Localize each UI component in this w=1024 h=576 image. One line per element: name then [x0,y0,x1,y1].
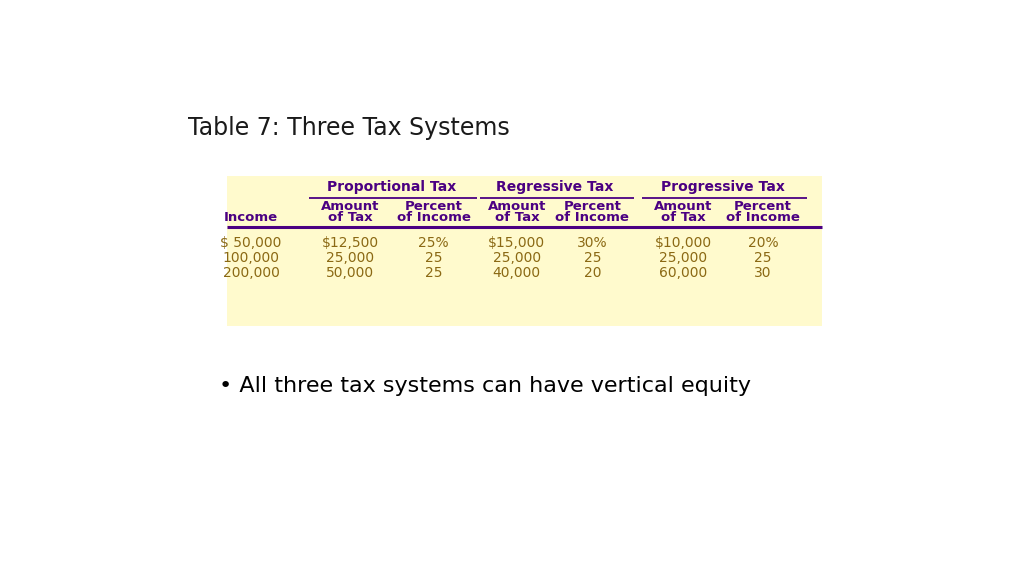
Text: 25,000: 25,000 [493,251,541,265]
Text: 20: 20 [584,266,601,280]
Text: of Income: of Income [396,211,470,224]
Text: 25: 25 [425,266,442,280]
Text: of Income: of Income [555,211,629,224]
Text: 25%: 25% [418,236,449,251]
Text: 25,000: 25,000 [327,251,374,265]
Text: 25,000: 25,000 [659,251,708,265]
Text: Table 7: Three Tax Systems: Table 7: Three Tax Systems [187,116,509,140]
Text: 25: 25 [754,251,772,265]
Text: $12,500: $12,500 [322,236,379,251]
Text: Percent: Percent [404,200,463,213]
Text: • All three tax systems can have vertical equity: • All three tax systems can have vertica… [219,376,752,396]
Text: 30%: 30% [577,236,607,251]
Text: of Tax: of Tax [328,211,373,224]
Text: Percent: Percent [563,200,622,213]
Text: 50,000: 50,000 [327,266,374,280]
Text: Percent: Percent [734,200,792,213]
Text: 200,000: 200,000 [222,266,280,280]
Text: Income: Income [224,211,279,224]
Text: 20%: 20% [748,236,778,251]
Text: 25: 25 [425,251,442,265]
Text: Amount: Amount [321,200,380,213]
FancyBboxPatch shape [227,176,822,327]
Text: 100,000: 100,000 [222,251,280,265]
Text: Amount: Amount [487,200,546,213]
Text: Proportional Tax: Proportional Tax [328,180,457,194]
Text: Regressive Tax: Regressive Tax [496,180,613,194]
Text: 40,000: 40,000 [493,266,541,280]
Text: 60,000: 60,000 [659,266,708,280]
Text: Progressive Tax: Progressive Tax [662,180,785,194]
Text: $ 50,000: $ 50,000 [220,236,282,251]
Text: $10,000: $10,000 [655,236,712,251]
Text: $15,000: $15,000 [488,236,546,251]
Text: of Tax: of Tax [662,211,706,224]
Text: 30: 30 [754,266,772,280]
Text: 25: 25 [584,251,601,265]
Text: Amount: Amount [654,200,713,213]
Text: of Income: of Income [726,211,800,224]
Text: of Tax: of Tax [495,211,540,224]
